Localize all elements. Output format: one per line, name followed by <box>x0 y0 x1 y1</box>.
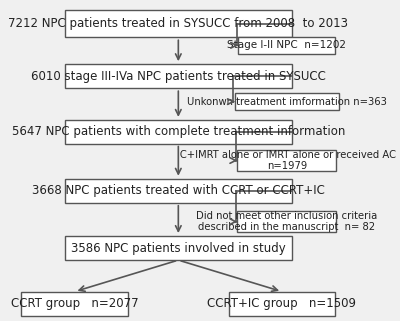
FancyBboxPatch shape <box>21 292 128 316</box>
Text: 5647 NPC patients with complete treatment information: 5647 NPC patients with complete treatmen… <box>12 126 345 138</box>
Text: 3586 NPC patients involved in study: 3586 NPC patients involved in study <box>71 241 286 255</box>
Text: IC+IMRT alone or IMRT alone or received AC
n=1979: IC+IMRT alone or IMRT alone or received … <box>177 150 396 171</box>
FancyBboxPatch shape <box>65 179 292 203</box>
Text: CCRT+IC group   n=1509: CCRT+IC group n=1509 <box>208 297 356 310</box>
FancyBboxPatch shape <box>65 64 292 88</box>
FancyBboxPatch shape <box>228 292 336 316</box>
Text: 3668 NPC patients treated with CCRT or CCRT+IC: 3668 NPC patients treated with CCRT or C… <box>32 184 325 197</box>
Text: 7212 NPC patients treated in SYSUCC from 2008  to 2013: 7212 NPC patients treated in SYSUCC from… <box>8 17 348 30</box>
FancyBboxPatch shape <box>235 93 339 110</box>
FancyBboxPatch shape <box>238 37 336 54</box>
FancyBboxPatch shape <box>238 211 336 232</box>
FancyBboxPatch shape <box>238 150 336 171</box>
Text: CCRT group   n=2077: CCRT group n=2077 <box>11 297 138 310</box>
FancyBboxPatch shape <box>65 236 292 260</box>
FancyBboxPatch shape <box>65 120 292 144</box>
Text: Stage I-II NPC  n=1202: Stage I-II NPC n=1202 <box>227 40 346 50</box>
Text: Unkonwn treatment imformation n=363: Unkonwn treatment imformation n=363 <box>187 97 387 107</box>
Text: 6010 stage III-IVa NPC patients treated in SYSUCC: 6010 stage III-IVa NPC patients treated … <box>31 70 326 83</box>
Text: Did not meet other inclusion criteria
described in the manuscript  n= 82: Did not meet other inclusion criteria de… <box>196 211 378 232</box>
FancyBboxPatch shape <box>65 10 292 37</box>
